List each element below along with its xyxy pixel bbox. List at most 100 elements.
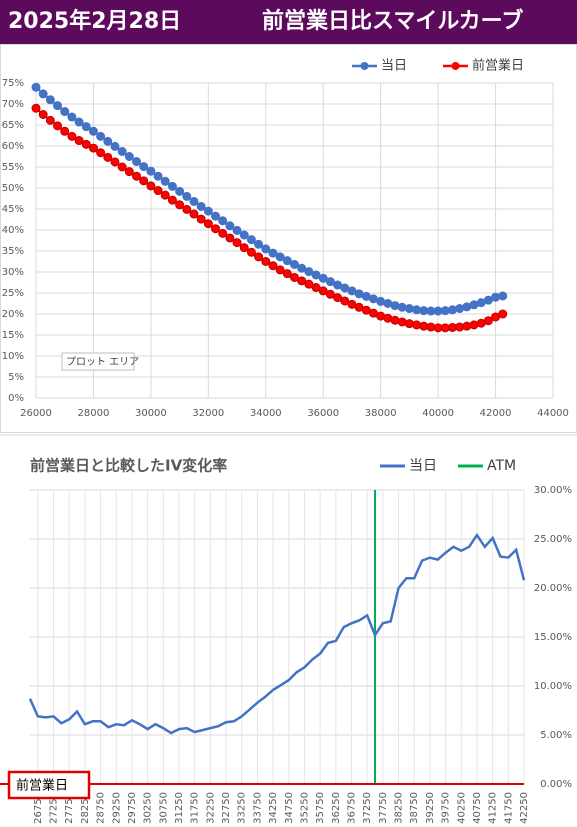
marker (469, 320, 479, 330)
x-tick-label: 36250 (331, 792, 342, 824)
x-tick-label: 40000 (422, 408, 454, 419)
marker (412, 320, 422, 330)
x-tick-label: 38250 (394, 792, 405, 824)
marker (60, 107, 70, 117)
y-tick-label: 0.00% (540, 779, 572, 790)
x-tick-label: 37750 (378, 792, 389, 824)
legend-label: 当日 (381, 59, 407, 74)
marker (74, 136, 84, 146)
x-tick-label: 28000 (78, 408, 110, 419)
series-line (28, 532, 526, 735)
marker (175, 186, 185, 196)
x-tick-label: 41750 (503, 792, 514, 824)
marker (38, 110, 48, 119)
marker (53, 121, 63, 131)
marker (498, 291, 508, 301)
marker (175, 200, 185, 210)
marker (167, 181, 177, 191)
marker (153, 171, 163, 181)
chart-title: 前営業日と比較したIV変化率 (30, 457, 227, 475)
marker (225, 233, 235, 243)
y-tick-label: 55% (2, 162, 24, 173)
marker (45, 115, 55, 125)
marker (318, 273, 328, 283)
marker (153, 186, 163, 196)
marker (254, 252, 264, 262)
marker (132, 171, 142, 181)
marker (218, 216, 228, 226)
marker (203, 206, 213, 216)
marker (297, 263, 307, 273)
marker (282, 269, 292, 279)
y-tick-label: 40% (2, 225, 24, 236)
x-tick-label: 28250 (80, 792, 91, 824)
marker (132, 157, 142, 167)
marker (225, 221, 235, 231)
marker (67, 112, 77, 122)
marker (96, 148, 106, 158)
marker (246, 235, 256, 245)
x-tick-label: 36750 (346, 792, 357, 824)
marker (311, 270, 321, 280)
marker (333, 293, 343, 303)
marker (261, 257, 271, 266)
marker (74, 117, 84, 127)
legend-label: ATM (487, 458, 516, 474)
x-tick-label: 31750 (190, 792, 201, 824)
marker (318, 286, 328, 296)
marker (340, 296, 350, 306)
x-tick-label: 27750 (64, 792, 75, 824)
marker (304, 267, 314, 277)
marker (455, 304, 465, 314)
marker (53, 101, 63, 111)
x-tick-label: 32000 (192, 408, 224, 419)
x-tick-label: 35750 (315, 792, 326, 824)
y-tick-label: 10.00% (534, 681, 572, 692)
marker (246, 247, 256, 257)
marker (67, 131, 77, 141)
marker (462, 321, 472, 331)
marker (81, 122, 91, 132)
y-tick-label: 5.00% (540, 730, 572, 741)
marker (390, 301, 400, 311)
y-tick-label: 5% (8, 372, 24, 383)
x-tick-label: 37250 (362, 792, 373, 824)
marker (124, 152, 134, 161)
marker (239, 243, 249, 253)
y-tick-label: 60% (2, 141, 24, 152)
marker (103, 152, 113, 162)
marker (404, 319, 414, 329)
marker (38, 89, 48, 99)
x-tick-label: 34000 (250, 408, 282, 419)
marker (211, 211, 221, 221)
marker (139, 162, 149, 172)
x-tick-label: 26750 (33, 792, 44, 824)
marker (304, 279, 314, 289)
marker (397, 317, 407, 327)
marker (96, 131, 106, 141)
marker (160, 176, 170, 186)
legend-label: 前営業日 (472, 58, 524, 74)
marker (297, 276, 307, 286)
x-tick-label: 32250 (205, 792, 216, 824)
y-tick-label: 20.00% (534, 583, 572, 594)
marker (261, 244, 271, 254)
header-title: 前営業日比スマイルカーブ (262, 8, 523, 34)
header-date: 2025年2月28日 (8, 8, 181, 34)
marker (117, 146, 127, 156)
x-tick-label: 40250 (456, 792, 467, 824)
tooltip: プロット エリア (66, 356, 139, 368)
x-tick-label: 39750 (441, 792, 452, 824)
marker (268, 261, 278, 271)
marker (110, 141, 120, 151)
x-tick-label: 28750 (96, 792, 107, 824)
marker (397, 302, 407, 312)
x-tick-label: 34750 (284, 792, 295, 824)
y-tick-label: 0% (8, 393, 24, 404)
marker (88, 143, 98, 153)
marker (239, 230, 249, 240)
y-tick-label: 20% (2, 309, 24, 320)
y-tick-label: 15% (2, 330, 24, 341)
marker (117, 162, 127, 172)
